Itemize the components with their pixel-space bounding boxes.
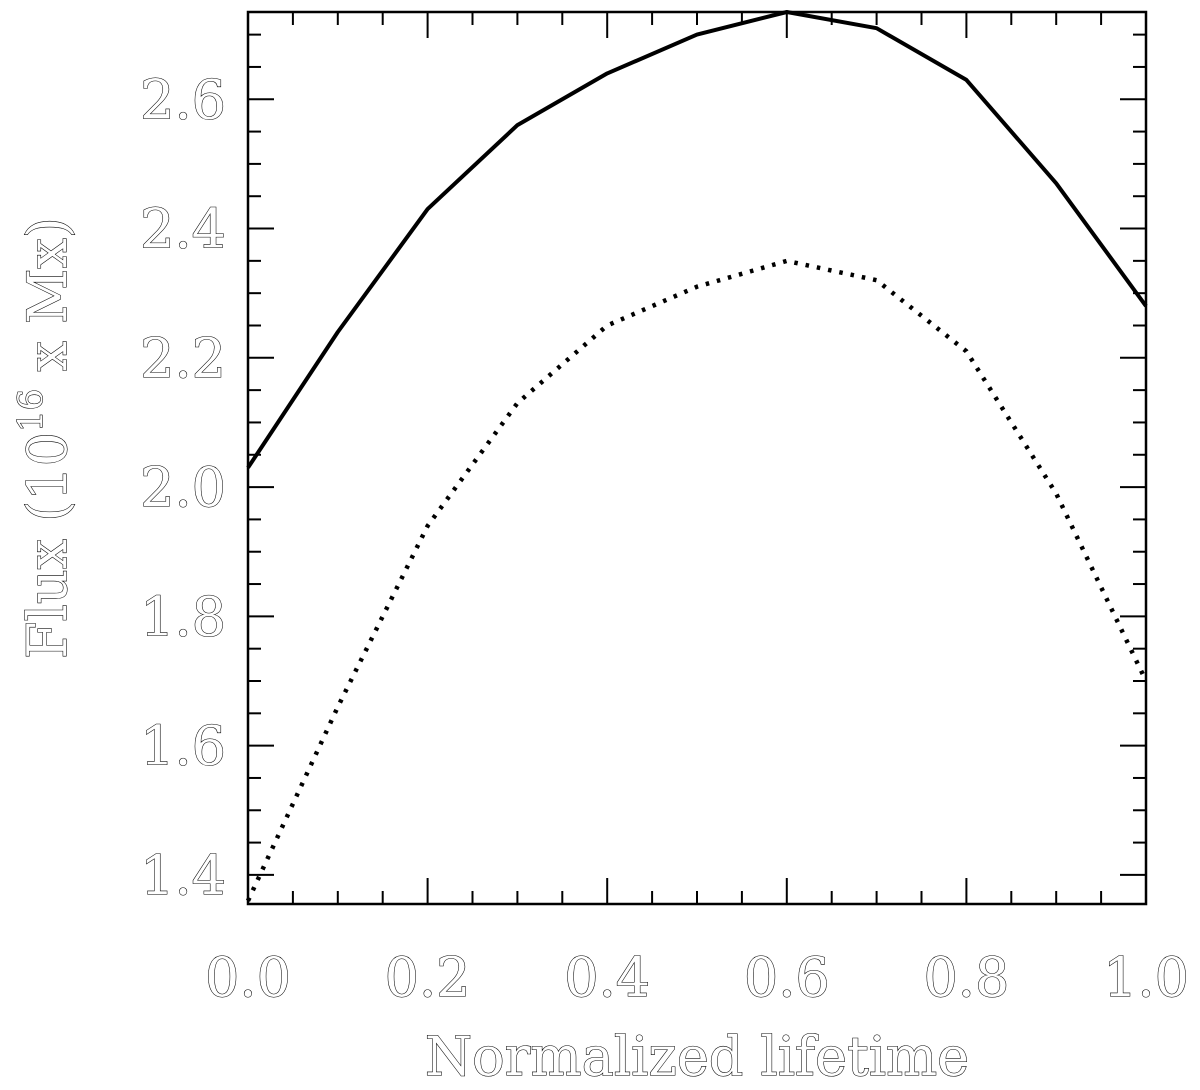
y-axis-label-prefix: Flux (10 xyxy=(16,432,79,659)
y-axis-label-superscript: 16 xyxy=(11,389,51,432)
plot-frame xyxy=(248,12,1146,904)
y-tick-label: 2.2 xyxy=(140,327,226,390)
y-tick-label: 1.8 xyxy=(140,585,226,648)
series-line-solid xyxy=(248,12,1146,468)
x-tick-label: 0.6 xyxy=(744,946,830,1009)
y-tick-label: 1.6 xyxy=(140,715,226,778)
y-tick-label: 2.0 xyxy=(140,456,226,519)
y-tick-label: 1.4 xyxy=(140,844,226,907)
x-tick-label: 1.0 xyxy=(1103,946,1189,1009)
x-axis-label: Normalized lifetime xyxy=(425,1025,969,1085)
y-axis-label: Flux (1016 x Mx) xyxy=(11,217,79,659)
y-tick-label: 2.6 xyxy=(140,68,226,131)
series-line-dotted xyxy=(248,261,1146,901)
x-tick-label: 0.0 xyxy=(205,946,291,1009)
y-tick-label: 2.4 xyxy=(140,198,226,261)
x-tick-label: 0.8 xyxy=(923,946,1009,1009)
y-axis-label-suffix: x Mx) xyxy=(16,217,79,389)
x-tick-label: 0.2 xyxy=(385,946,471,1009)
x-tick-label: 0.4 xyxy=(564,946,650,1009)
